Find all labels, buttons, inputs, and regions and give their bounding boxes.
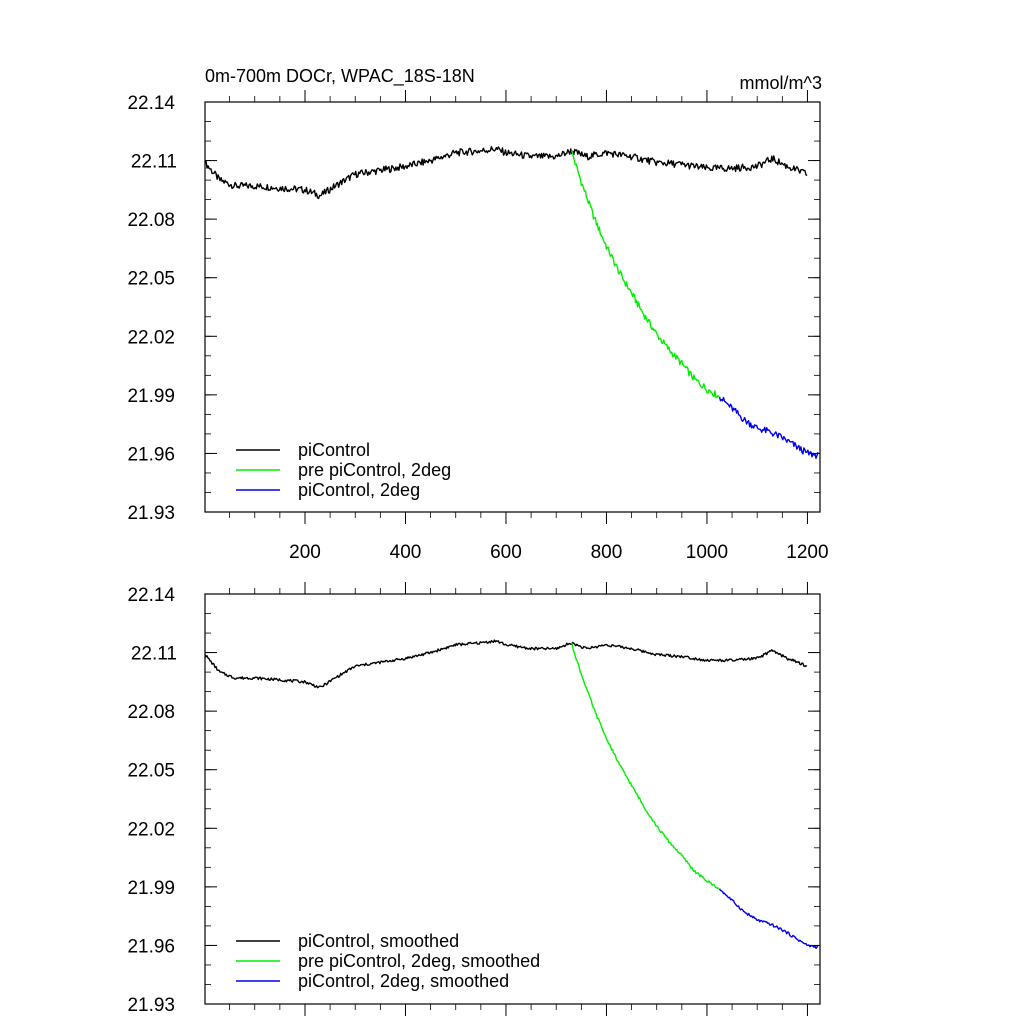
x-tick-label: 800 — [591, 542, 623, 563]
x-tick-label: 600 — [490, 542, 522, 563]
series-line-picontrol-2deg — [718, 396, 819, 459]
y-tick-label: 21.96 — [127, 936, 175, 957]
x-tick-label: 400 — [390, 542, 422, 563]
y-tick-label: 22.02 — [127, 819, 175, 840]
y-tick-label: 21.93 — [127, 503, 175, 524]
series-line-pre-picontrol-2deg-smoothed — [570, 642, 720, 890]
y-tick-label: 22.11 — [131, 152, 177, 173]
legend-label: pre piControl, 2deg — [298, 460, 451, 480]
y-tick-label: 21.96 — [127, 444, 175, 465]
plot-frame — [204, 593, 821, 1005]
plot-frame — [204, 101, 821, 513]
legend-label: piControl, 2deg, smoothed — [298, 971, 509, 991]
y-tick-label: 22.02 — [127, 327, 175, 348]
y-tick-label: 22.11 — [131, 644, 177, 665]
units-label: mmol/m^3 — [740, 73, 822, 93]
y-tick-label: 21.99 — [127, 386, 175, 407]
chart-panel-1: 22.14 22.11 22.08 22.05 22.02 21.99 21.96 21.93… — [127, 66, 828, 563]
legend-label: piControl — [298, 440, 370, 460]
legend-label: piControl, smoothed — [298, 931, 459, 951]
y-tick-label: 22.08 — [127, 210, 175, 231]
chart-title: 0m-700m DOCr, WPAC_18S-18N — [205, 66, 475, 87]
y-tick-label: 22.14 — [127, 93, 175, 114]
y-tick-label: 22.14 — [127, 585, 175, 606]
y-tick-label: 21.99 — [127, 878, 175, 899]
chart-panel-2: 22.14 22.11 22.08 22.05 22.02 21.99 21.96 21.93… — [127, 582, 821, 1016]
x-tick-label: 200 — [289, 542, 321, 563]
x-tick-label: 1200 — [786, 542, 828, 563]
legend-label: pre piControl, 2deg, smoothed — [298, 951, 540, 971]
y-tick-label: 22.05 — [127, 269, 175, 290]
x-tick-label: 1000 — [686, 542, 728, 563]
series-line-picontrol-2deg-smoothed — [718, 888, 819, 949]
legend-label: piControl, 2deg — [298, 480, 420, 500]
y-tick-label: 22.08 — [127, 702, 175, 723]
series-line-picontrol — [204, 146, 808, 200]
series-line-picontrol-smoothed — [204, 639, 808, 689]
y-tick-label: 21.93 — [127, 995, 175, 1016]
y-tick-label: 22.05 — [127, 761, 175, 782]
series-line-pre-picontrol-2deg — [570, 150, 720, 399]
